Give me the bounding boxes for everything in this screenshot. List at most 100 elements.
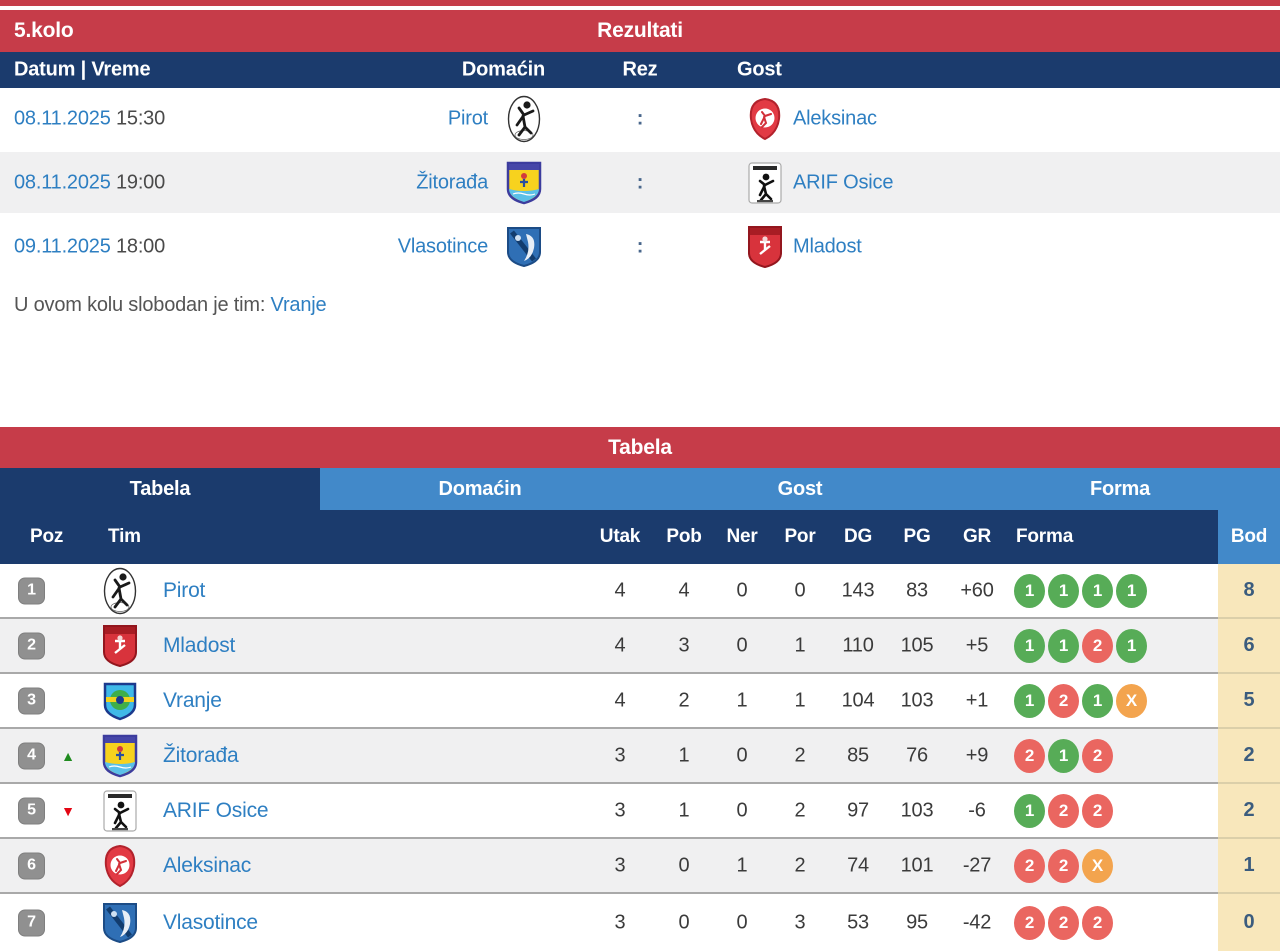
team-name-link[interactable]: Žitorađa	[163, 743, 239, 767]
stat-ner: 0	[736, 579, 748, 601]
team-name-link[interactable]: ARIF Osice	[163, 798, 269, 822]
team-name-link[interactable]: Aleksinac	[163, 853, 252, 877]
result-placeholder: :	[636, 171, 644, 193]
team-logo-vlasotince-icon[interactable]	[96, 902, 144, 944]
fixture-date-link[interactable]: 08.11.2025	[14, 171, 111, 193]
tab-tabela[interactable]: Tabela	[0, 468, 320, 510]
stat-ner: 0	[736, 634, 748, 656]
team-logo-mladost-icon[interactable]	[96, 624, 144, 668]
stat-pg: 105	[900, 634, 934, 656]
form-result-draw[interactable]: X	[1082, 848, 1113, 883]
stat-pg: 83	[906, 579, 928, 601]
form-result-loss[interactable]: 2	[1014, 738, 1045, 773]
position-badge: 1	[18, 577, 45, 604]
team-name-link[interactable]: Vranje	[163, 688, 222, 712]
points-cell: 2	[1218, 729, 1280, 782]
guest-team-link[interactable]: Aleksinac	[793, 107, 877, 129]
form-result-win[interactable]: 1	[1014, 628, 1045, 663]
col-utak-label: Utak	[599, 526, 641, 547]
form-result-win[interactable]: 1	[1082, 573, 1113, 608]
form-result-loss[interactable]: 2	[1048, 683, 1079, 718]
bye-team-link[interactable]: Vranje	[270, 294, 327, 316]
form-result-loss[interactable]: 2	[1048, 793, 1079, 828]
tab-forma[interactable]: Forma	[1089, 477, 1151, 500]
guest-team: Mladost	[793, 235, 862, 258]
team-name: Aleksinac	[163, 854, 251, 878]
form-result-win[interactable]: 1	[1116, 573, 1147, 608]
col-tim-label: Tim	[108, 526, 141, 547]
tab-domain[interactable]: Domaćin	[438, 477, 522, 500]
home-team: Vlasotince	[398, 235, 488, 258]
team-logo-vranje-icon[interactable]	[96, 681, 144, 721]
team-logo-vlasotince-icon[interactable]	[500, 226, 548, 268]
col-ner-label: Ner	[726, 526, 758, 547]
col-datetime-label: Datum | Vreme	[14, 58, 151, 81]
col-gr-label: GR	[962, 526, 992, 547]
team-name-link[interactable]: Vlasotince	[163, 910, 258, 934]
fixtures-list: 08.11.2025 15:30 Pirot: Aleksinac 08.11.202…	[0, 88, 1280, 277]
table-rows: 1 Pirot 4 4 0 0 143 83 +60 1 1 1 1 8 2 Mladost 4 3 0 1 110 10…	[0, 564, 1280, 951]
team-logo-pirot-icon[interactable]	[500, 95, 548, 143]
stat-utak: 4	[614, 579, 626, 601]
table-columns-header: Poz Tim Utak Pob Ner Por DG PG GR Forma …	[0, 510, 1280, 564]
form-result-loss[interactable]: 2	[1082, 628, 1113, 663]
home-team-link[interactable]: Vlasotince	[397, 235, 488, 257]
form-result-win[interactable]: 1	[1048, 738, 1079, 773]
guest-team-link[interactable]: Mladost	[793, 235, 862, 257]
stat-pob: 1	[678, 744, 690, 766]
guest-team-link[interactable]: ARIF Osice	[793, 171, 894, 193]
team-name-link[interactable]: Mladost	[163, 633, 236, 657]
home-team-link[interactable]: Pirot	[447, 107, 488, 129]
stat-ner: 0	[736, 911, 748, 933]
team-name: Vranje	[163, 689, 222, 713]
form-result-win[interactable]: 1	[1014, 573, 1045, 608]
result-placeholder: :	[636, 235, 644, 257]
points-cell: 5	[1218, 674, 1280, 727]
stat-pob: 4	[678, 579, 690, 601]
form-result-loss[interactable]: 2	[1082, 793, 1113, 828]
table-row: 4 ▲ Žitorađa 3 1 0 2 85 76 +9 2 1 2 2	[0, 729, 1280, 782]
form-result-win[interactable]: 1	[1048, 573, 1079, 608]
form-result-loss[interactable]: 2	[1082, 905, 1113, 940]
team-logo-mladost-icon[interactable]	[741, 225, 789, 269]
team-name-link[interactable]: Pirot	[163, 578, 206, 602]
form-result-win[interactable]: 1	[1048, 628, 1079, 663]
results-section: 5.kolo Rezultati Datum | Vreme Domaćin R…	[0, 10, 1280, 320]
team-logo-arif-icon[interactable]	[96, 789, 144, 833]
points-cell: 0	[1218, 894, 1280, 951]
table-section: Tabela Tabela Domaćin Gost Forma Poz Tim Ut…	[0, 427, 1280, 951]
team-logo-aleksinac-icon[interactable]	[96, 844, 144, 888]
fixture-datetime: 09.11.2025 18:00	[14, 235, 165, 258]
position-badge: 2	[18, 632, 45, 659]
table-row: 3 Vranje 4 2 1 1 104 103 +1 1 2 1 X 5	[0, 674, 1280, 727]
fixture-row: 08.11.2025 15:30 Pirot: Aleksinac	[0, 88, 1280, 149]
result-placeholder: :	[636, 107, 644, 129]
stat-pg: 95	[906, 911, 928, 933]
form-result-win[interactable]: 1	[1014, 683, 1045, 718]
home-team-link[interactable]: Žitorađa	[416, 171, 488, 193]
form-result-loss[interactable]: 2	[1048, 848, 1079, 883]
team-logo-zitorada-icon[interactable]	[96, 734, 144, 778]
fixture-date-link[interactable]: 08.11.2025	[14, 107, 111, 129]
team-logo-aleksinac-icon[interactable]	[741, 97, 789, 141]
tab-gost[interactable]: Gost	[777, 477, 823, 500]
team-logo-zitorada-icon[interactable]	[500, 161, 548, 205]
fixture-date-link[interactable]: 09.11.2025	[14, 235, 111, 257]
col-home-label: Domaćin	[461, 58, 545, 81]
stat-pob: 1	[678, 799, 690, 821]
stat-pob: 3	[678, 634, 690, 656]
form-result-win[interactable]: 1	[1116, 628, 1147, 663]
team-logo-pirot-icon[interactable]	[96, 567, 144, 615]
form-result-loss[interactable]: 2	[1014, 905, 1045, 940]
form-result-win[interactable]: 1	[1082, 683, 1113, 718]
team-logo-arif-icon[interactable]	[741, 161, 789, 205]
team-name: Vlasotince	[163, 911, 258, 935]
form-result-loss[interactable]: 2	[1082, 738, 1113, 773]
form-result-loss[interactable]: 2	[1014, 848, 1045, 883]
form-result-loss[interactable]: 2	[1048, 905, 1079, 940]
form-result-draw[interactable]: X	[1116, 683, 1147, 718]
form-result-win[interactable]: 1	[1014, 793, 1045, 828]
